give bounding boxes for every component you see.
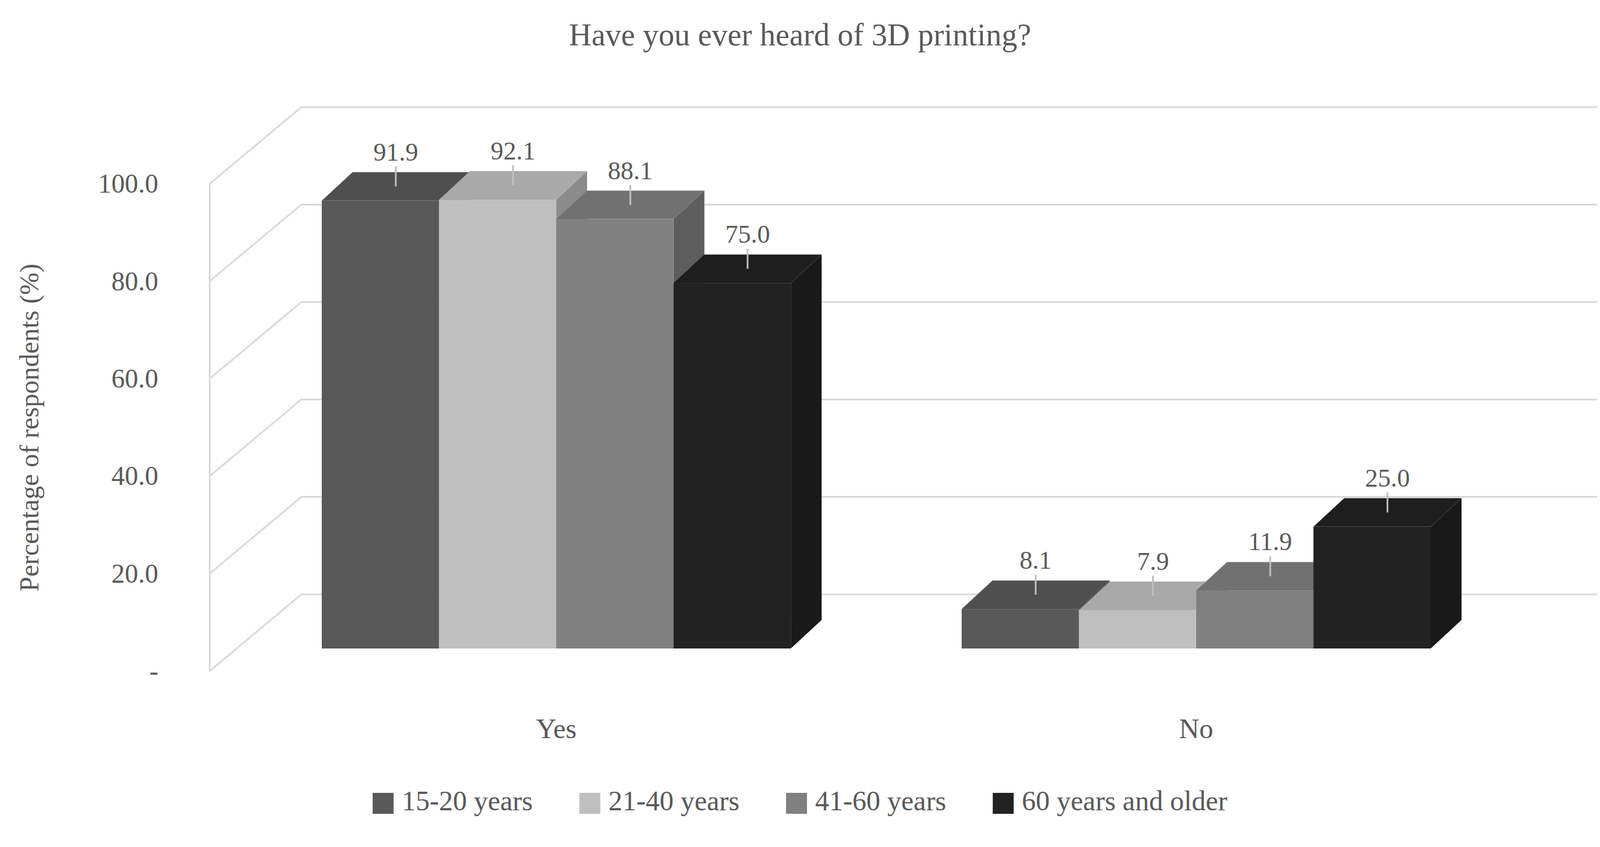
- bar: [439, 199, 557, 649]
- bar-side: [790, 254, 822, 649]
- bar: [1078, 609, 1197, 649]
- data-label: 88.1: [608, 156, 653, 186]
- tick: 20.0: [111, 558, 211, 589]
- leader-line: [1035, 574, 1037, 595]
- legend-label: 60 years and older: [1021, 784, 1228, 816]
- grid: [209, 107, 1598, 671]
- tick: -: [149, 655, 210, 686]
- category-label: No: [1179, 712, 1214, 744]
- tick: 80.0: [111, 266, 211, 297]
- legend-label: 41-60 years: [815, 784, 947, 816]
- data-label: 91.9: [373, 137, 419, 167]
- bar: [961, 608, 1080, 649]
- bar: [321, 200, 440, 649]
- tick-label: 20.0: [111, 558, 159, 589]
- tick-label: 60.0: [111, 363, 159, 394]
- leader-line: [1152, 575, 1154, 596]
- x-axis: Yes No: [535, 712, 1214, 744]
- data-label: 25.0: [1364, 463, 1410, 493]
- bar-group: [1313, 498, 1462, 649]
- tick-label: 100.0: [98, 168, 159, 199]
- background: [0, 0, 1600, 847]
- leader-line: [395, 166, 397, 187]
- tick-label: -: [149, 655, 159, 686]
- bars: [321, 171, 1462, 649]
- legend-swatch: [579, 792, 601, 814]
- legend-swatch: [992, 792, 1014, 814]
- bar: [1196, 589, 1314, 649]
- leader-line: [512, 165, 514, 186]
- bar: [556, 219, 674, 649]
- leader-line: [746, 248, 749, 269]
- tick: 60.0: [111, 363, 211, 394]
- leader-line: [1386, 492, 1389, 513]
- data-label: 75.0: [724, 219, 770, 249]
- legend-swatch: [786, 792, 807, 814]
- legend-swatch: [372, 792, 394, 814]
- legend-item: 41-60 years: [786, 784, 947, 816]
- data-labels: 91.9 92.1 88.1 75.0 8.1 7.9 11.9 25.0: [373, 136, 1410, 596]
- chart: Have you ever heard of 3D printing? - 20.0…: [0, 0, 1600, 847]
- bar: [673, 282, 792, 649]
- data-label: 7.9: [1136, 546, 1169, 576]
- tick-label: 40.0: [111, 460, 159, 491]
- tick-label: 80.0: [111, 266, 159, 297]
- legend-item: 15-20 years: [372, 784, 533, 816]
- tick: 40.0: [111, 460, 211, 491]
- category-label: Yes: [535, 712, 577, 744]
- legend-item: 60 years and older: [992, 784, 1228, 816]
- leader-line: [1269, 555, 1272, 576]
- data-label: 92.1: [490, 136, 536, 166]
- data-label: 8.1: [1019, 545, 1052, 575]
- title: Have you ever heard of 3D printing?: [569, 17, 1032, 53]
- legend-item: 21-40 years: [579, 784, 740, 816]
- bar-group: [673, 254, 823, 649]
- tick: 100.0: [98, 168, 211, 199]
- leader-line: [629, 185, 632, 206]
- legend-label: 15-20 years: [402, 784, 533, 816]
- data-label: 11.9: [1248, 527, 1292, 556]
- y-axis-title: Percentage of respondents (%): [14, 263, 45, 592]
- axis-line: [208, 184, 211, 672]
- bar: [1313, 526, 1431, 649]
- y-axis: - 20.0 40.0 60.0 80.0 100.0: [98, 168, 211, 686]
- legend: 15-20 years 21-40 years 41-60 years 60 year…: [372, 784, 1228, 816]
- legend-label: 21-40 years: [608, 784, 740, 816]
